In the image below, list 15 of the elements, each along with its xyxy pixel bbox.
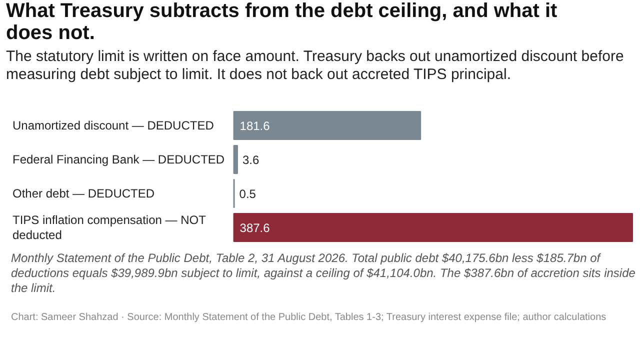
y-tick-label: Other debt — DEDUCTED	[12, 186, 155, 200]
data-label: 387.6	[240, 221, 270, 235]
data-label: 0.5	[239, 187, 256, 201]
data-label: 3.6	[242, 153, 260, 167]
text: Chart: Sameer Shahzad · Source: Monthly Statement of the Public Debt, Tables 1-3; Treasury interest expense file; author calculations	[11, 311, 606, 324]
chart-subtitle: The statutory limit is written on face amount. Treasury backs out unamortized discount before measuring debt subject to limit. It does not back out accreted TIPS principal.	[6, 48, 625, 84]
text: Monthly Statement of the Public Debt, Table 2, 31 August 2026. Total public debt $40,175.6bn less $185.7bn of deductions equals $39,989.9bn subject to limit, against a ceiling of $41,104.0bn. The $387.6bn of accretion sits inside the limit.	[11, 251, 636, 296]
chart-title: What Treasury subtracts from the debt ceiling, and what it does not.	[6, 0, 558, 44]
bar	[233, 213, 634, 242]
y-tick-label: TIPS inflation compensation — NOT deducted	[12, 212, 207, 242]
data-label: 181.6	[240, 119, 270, 133]
bar	[233, 145, 238, 174]
y-tick-label: Federal Financing Bank — DEDUCTED	[12, 152, 225, 166]
y-tick-label: Unamortized discount — DEDUCTED	[12, 118, 214, 132]
bar	[233, 111, 422, 140]
